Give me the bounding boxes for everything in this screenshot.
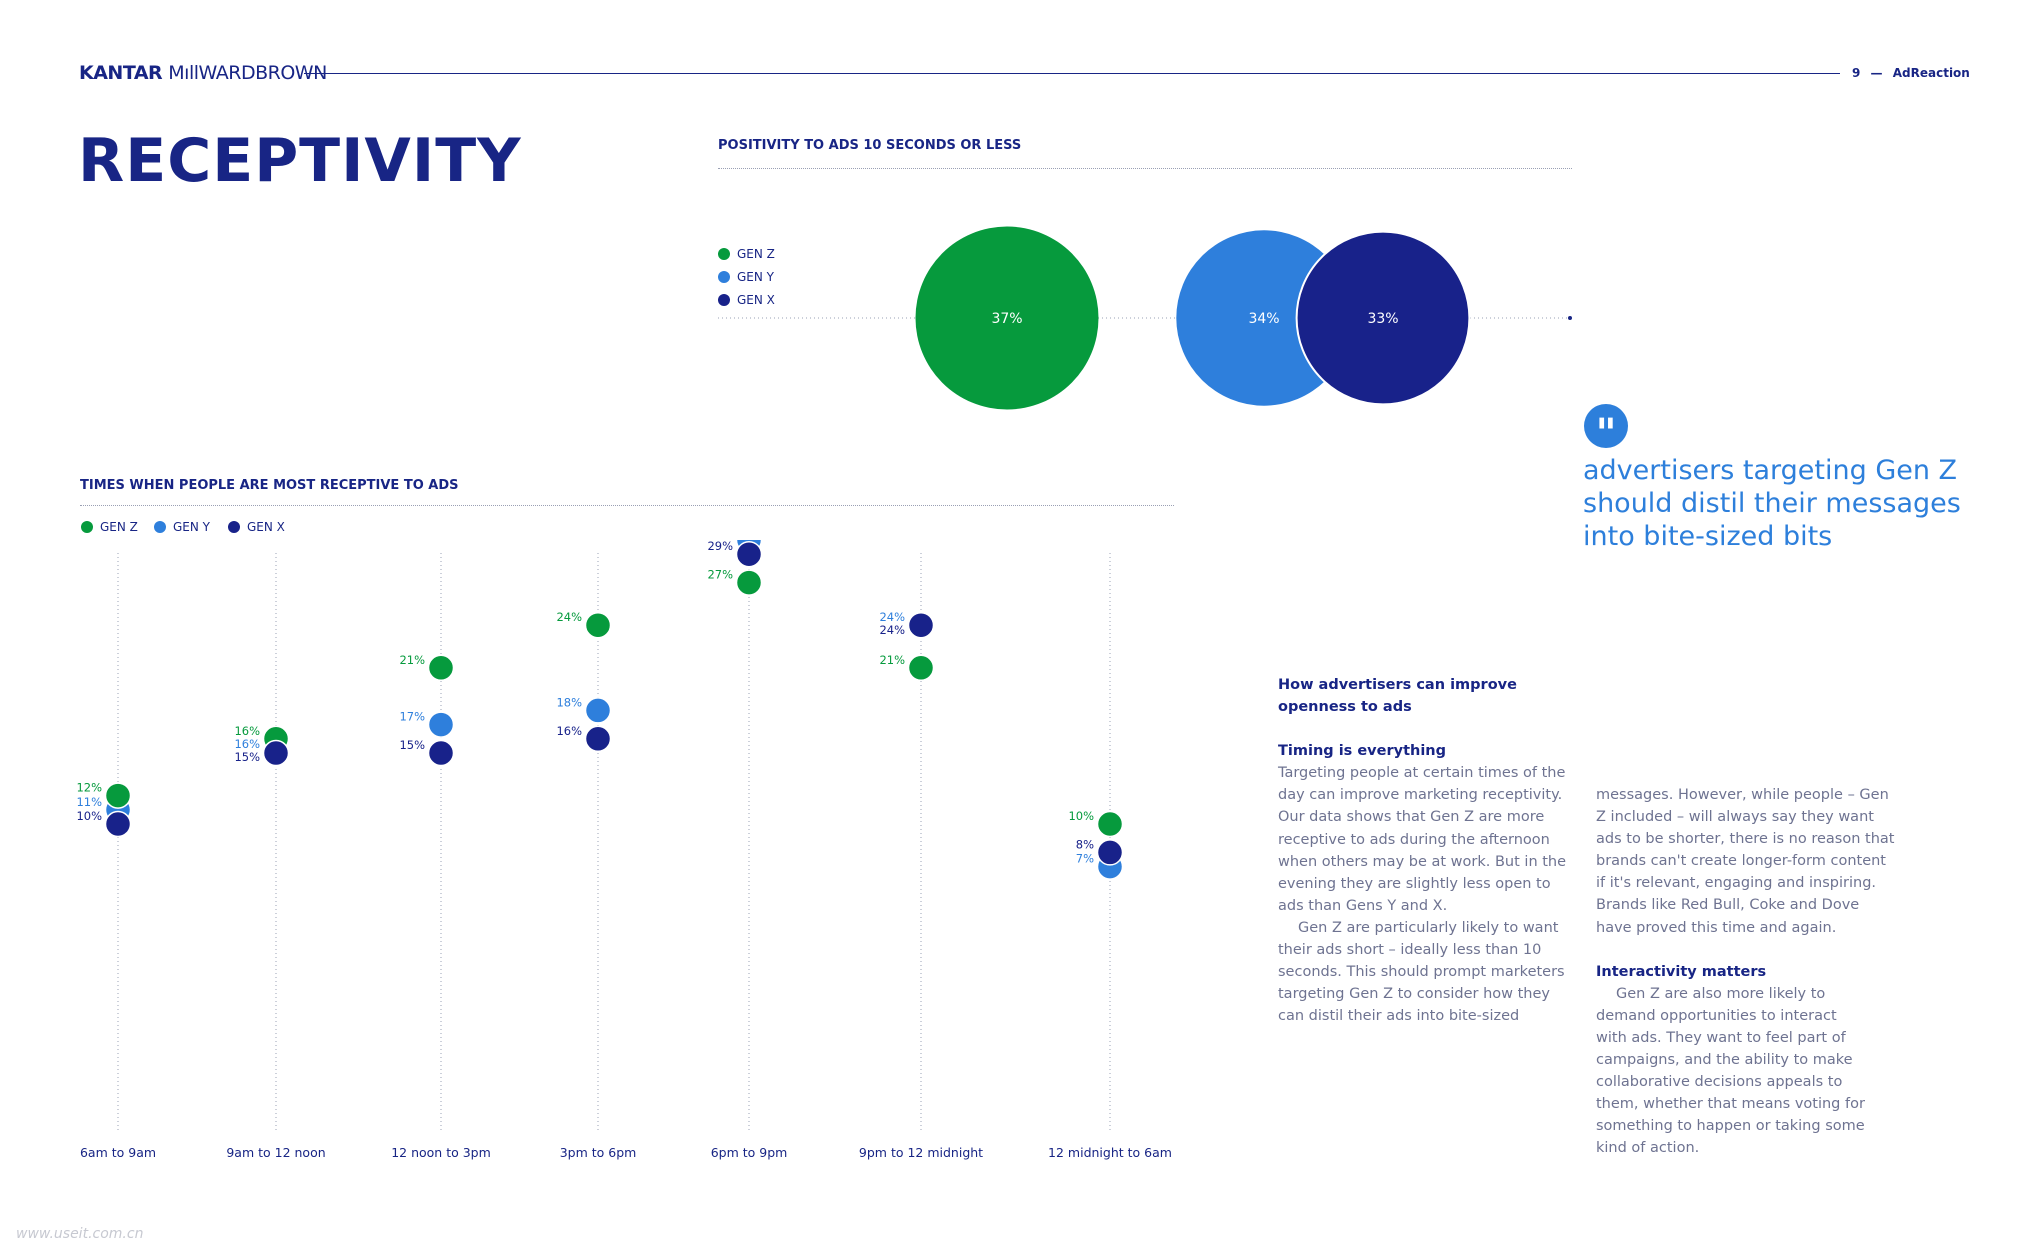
dot-gen-x-7 — [1096, 839, 1124, 866]
section-title-timing: Timing is everything — [1278, 743, 1446, 760]
dot-gen-z-3 — [427, 654, 455, 682]
section-title-interactivity: Interactivity matters — [1596, 963, 1767, 980]
brand-kantar: KANTAR — [79, 62, 163, 84]
value-label-gen-x-1: 10% — [76, 809, 102, 823]
value-label-gen-y-1: 11% — [76, 795, 102, 809]
bubble-label-gen-z: 37% — [991, 311, 1022, 327]
bubble-chart-title: POSITIVITY TO ADS 10 SECONDS OR LESS — [718, 138, 1022, 153]
value-label-gen-x-3: 15% — [399, 738, 425, 752]
dot-legend-gen-x: GEN X — [228, 520, 285, 534]
quote-icon: " — [1584, 404, 1628, 457]
legend-swatch-gen-x — [228, 521, 240, 533]
dot-gen-x-1 — [104, 810, 132, 838]
bubble-label-gen-x: 33% — [1367, 311, 1398, 327]
dot-chart-title-rule — [80, 505, 1174, 506]
brand-logo: KANTAR MıllWARDBROWN — [79, 62, 327, 84]
bubble-chart-title-rule — [718, 168, 1572, 169]
x-axis-label-7: 12 midnight to 6am — [1048, 1145, 1172, 1160]
pull-quote: advertisers targeting Gen Z should disti… — [1583, 455, 1961, 552]
bubble-label-gen-y: 34% — [1248, 311, 1279, 327]
watermark: www.useit.com.cn — [16, 1226, 144, 1242]
legend-label-gen-x: GEN X — [737, 293, 775, 307]
page-dash: — — [1870, 66, 1883, 80]
article-paragraph-2: Gen Z are particularly likely to want th… — [1278, 919, 1565, 1025]
dot-chart-title: TIMES WHEN PEOPLE ARE MOST RECEPTIVE TO … — [80, 478, 459, 493]
legend-label-gen-y: GEN Y — [173, 520, 211, 534]
value-label-gen-x-7: 8% — [1076, 837, 1094, 851]
bubble-legend-gen-z: GEN Z — [718, 247, 775, 261]
value-label-gen-y-2: 16% — [234, 737, 260, 751]
legend-swatch-gen-z — [718, 248, 730, 260]
dot-gen-x-3 — [427, 739, 455, 767]
legend-label-gen-y: GEN Y — [737, 270, 775, 284]
article-paragraph-4: Gen Z are also more likely to demand opp… — [1596, 985, 1865, 1157]
dot-chart: 12%11%10%16%16%15%21%17%15%24%18%16%30%2… — [76, 540, 1124, 1133]
value-label-gen-z-5: 27% — [707, 568, 733, 582]
dot-gen-x-5 — [735, 540, 763, 568]
value-label-gen-y-7: 7% — [1076, 852, 1094, 866]
legend-swatch-gen-y — [154, 521, 166, 533]
value-label-gen-z-7: 10% — [1068, 809, 1094, 823]
page-title: RECEPTIVITY — [78, 126, 522, 196]
legend-label-gen-x: GEN X — [247, 520, 285, 534]
value-label-gen-x-5: 29% — [707, 540, 733, 553]
x-axis-label-4: 3pm to 6pm — [559, 1145, 637, 1160]
page-number: 9 — [1852, 66, 1861, 80]
legend-swatch-gen-x — [718, 294, 730, 306]
dot-gen-z-5 — [735, 569, 763, 596]
bubble-legend-gen-x: GEN X — [718, 293, 775, 307]
x-axis-label-5: 6pm to 9pm — [710, 1145, 788, 1160]
article-paragraph-3: messages. However, while people – Gen Z … — [1596, 787, 1895, 936]
dot-gen-x-6 — [907, 611, 935, 639]
brand-millwardbrown: MıllWARDBROWN — [168, 62, 327, 84]
value-label-gen-z-2: 16% — [234, 724, 260, 738]
dot-gen-y-4 — [584, 697, 612, 724]
dot-gen-z-7 — [1096, 810, 1124, 838]
dot-gen-z-1 — [104, 782, 132, 809]
bubble-legend-gen-y: GEN Y — [718, 270, 774, 284]
x-axis-label-2: 9am to 12 noon — [226, 1145, 326, 1160]
dot-gen-x-2 — [262, 739, 290, 767]
legend-swatch-gen-y — [718, 271, 730, 283]
value-label-gen-z-4: 24% — [556, 610, 582, 624]
value-label-gen-y-3: 17% — [399, 710, 425, 724]
article-heading: How advertisers can improve openness to … — [1278, 677, 1517, 716]
dot-gen-z-4 — [584, 611, 612, 639]
value-label-gen-x-2: 15% — [234, 750, 260, 764]
legend-label-gen-z: GEN Z — [737, 247, 775, 261]
article-column-2: messages. However, while people – Gen Z … — [1596, 784, 1896, 1160]
dot-legend-gen-z: GEN Z — [81, 520, 138, 534]
value-label-gen-y-4: 18% — [556, 695, 582, 709]
bubble-chart: 37% 34% 33% — [718, 226, 1572, 410]
dot-legend-gen-y: GEN Y — [154, 520, 210, 534]
x-axis-label-3: 12 noon to 3pm — [391, 1145, 491, 1160]
value-label-gen-z-6: 21% — [879, 653, 905, 667]
legend-label-gen-z: GEN Z — [100, 520, 138, 534]
dot-gen-y-3 — [427, 711, 455, 738]
publication-name: AdReaction — [1892, 66, 1970, 80]
bubble-gen-z — [915, 226, 1099, 410]
article-paragraph-1: Targeting people at certain times of the… — [1278, 765, 1567, 914]
value-label-gen-z-3: 21% — [399, 653, 425, 667]
dot-gen-z-6 — [907, 654, 935, 682]
value-label-gen-y-6: 24% — [879, 610, 905, 624]
bubble-baseline-end — [1568, 316, 1572, 320]
article-column-1: How advertisers can improve openness to … — [1278, 674, 1578, 1027]
x-axis-label-6: 9pm to 12 midnight — [858, 1145, 984, 1160]
value-label-gen-z-1: 12% — [76, 781, 102, 795]
header-rule — [304, 73, 1840, 74]
value-label-gen-x-4: 16% — [556, 724, 582, 738]
bubble-gen-x — [1295, 230, 1471, 406]
legend-swatch-gen-z — [81, 521, 93, 533]
value-label-gen-x-6: 24% — [879, 623, 905, 637]
x-axis-label-1: 6am to 9am — [79, 1145, 157, 1160]
page-number-block: 9 — AdReaction — [1852, 66, 1970, 80]
dot-gen-x-4 — [584, 725, 612, 753]
